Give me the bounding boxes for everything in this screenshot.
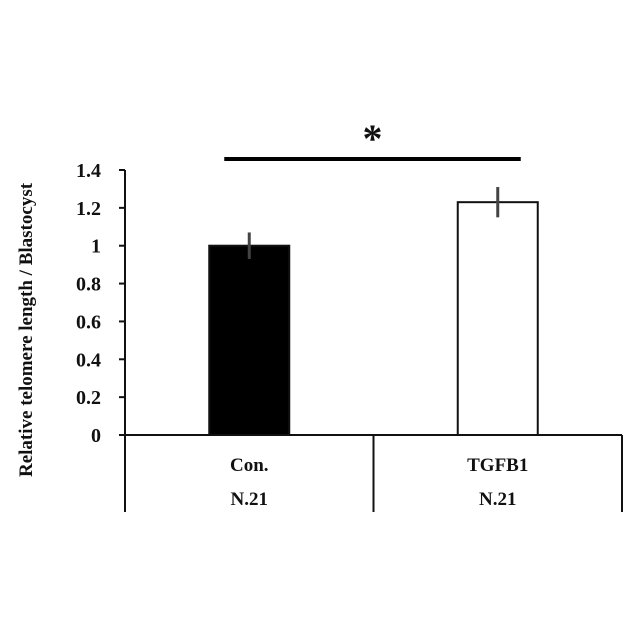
sample-size-label: N.21 [479, 489, 516, 510]
y-tick-label: 1 [91, 236, 101, 258]
y-tick-label: 1.2 [76, 198, 101, 220]
category-table: Con. N.21 TGFB1 N.21 [125, 435, 622, 512]
y-tick-label: 0 [91, 425, 101, 447]
y-axis-title: Relative telomere length / Blastocyst [16, 182, 37, 477]
bars [209, 202, 538, 435]
y-axis: 0 0.2 0.4 0.6 0.8 1 1.2 1.4 [76, 160, 125, 512]
category-label: TGFB1 [467, 455, 528, 476]
significance-star: * [363, 116, 383, 161]
y-tick-label: 1.4 [76, 160, 101, 182]
bar-con [209, 246, 289, 435]
category-label: Con. [230, 455, 269, 476]
significance-annotation: * [224, 116, 521, 161]
y-tick-label: 0.2 [76, 387, 101, 409]
sample-size-label: N.21 [231, 489, 268, 510]
y-tick-label: 0.4 [76, 349, 101, 371]
y-tick-label: 0.6 [76, 311, 101, 333]
bar-tgfb1 [458, 202, 538, 435]
y-tick-label: 0.8 [76, 274, 101, 296]
